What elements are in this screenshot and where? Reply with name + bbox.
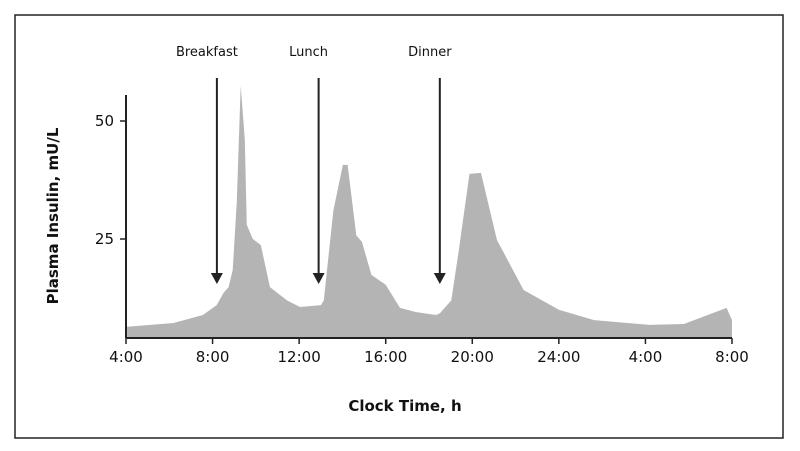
arrow-head-icon [210, 273, 223, 284]
y-axis-label: Plasma Insulin, mU/L [44, 127, 62, 304]
meal-label-breakfast: Breakfast [176, 45, 238, 60]
x-tick-label: 8:00 [196, 348, 230, 366]
x-axis-label: Clock Time, h [348, 397, 461, 415]
x-tick-label: 12:00 [278, 348, 321, 366]
x-tick-label: 20:00 [451, 348, 494, 366]
arrow-head-icon [433, 273, 446, 284]
arrow-head-icon [312, 273, 325, 284]
x-tick-label: 8:00 [715, 348, 749, 366]
x-tick-label: 16:00 [364, 348, 407, 366]
y-tick-label: 50 [95, 112, 114, 130]
x-tick-label: 24:00 [537, 348, 580, 366]
meal-label-lunch: Lunch [289, 45, 328, 60]
chart-frame [14, 14, 784, 439]
x-tick-label: 4:00 [629, 348, 663, 366]
meal-label-dinner: Dinner [408, 45, 452, 60]
y-tick-label: 25 [95, 230, 114, 248]
x-tick-label: 4:00 [109, 348, 143, 366]
